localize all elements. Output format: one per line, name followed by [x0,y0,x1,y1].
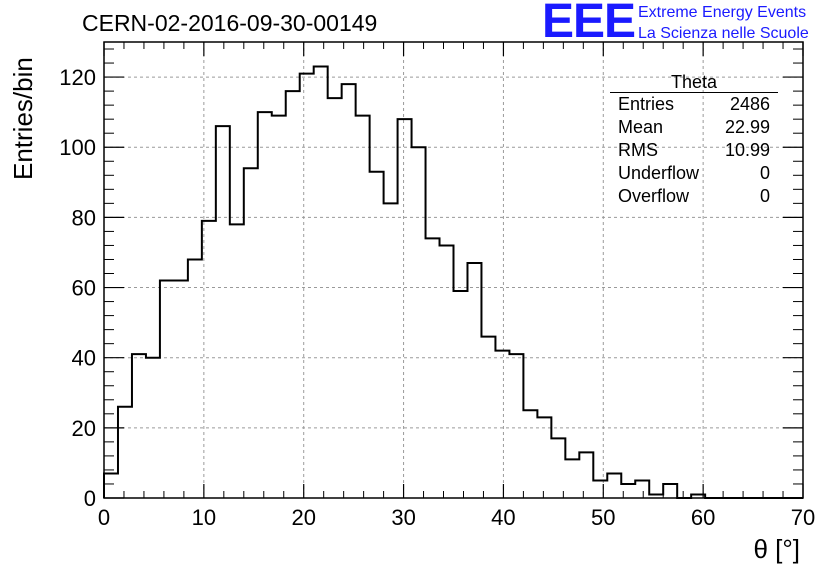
stats-value: 2486 [729,94,770,114]
stats-value: 0 [759,163,770,183]
stats-label: Overflow [618,186,690,206]
y-tick-label: 100 [59,135,96,160]
y-tick-label: 60 [72,276,96,301]
y-tick-label: 0 [84,486,96,511]
plot-frame [103,41,804,499]
x-tick-label: 50 [591,505,615,530]
stats-row: RMS 10.99 [610,139,778,162]
logo-subtitle: La Scienza nelle Scuole [638,25,809,42]
y-tick-label: 120 [59,65,96,90]
stats-label: RMS [618,140,658,160]
y-tick-label: 40 [72,346,96,371]
stats-value: 22.99 [724,117,770,137]
x-tick-label: 70 [791,505,815,530]
grid-lines [104,42,803,498]
stats-label: Entries [618,94,675,114]
stats-row: Underflow 0 [610,162,778,185]
tick-labels: 0 10 20 30 40 50 60 70 0 20 40 60 80 100 120 [59,65,815,530]
x-tick-label: 60 [691,505,715,530]
stats-title: Theta [610,72,778,93]
eee-logo-mark: EEE [542,0,636,48]
y-tick-label: 80 [72,205,96,230]
stats-label: Underflow [618,163,700,183]
y-axis-label: Entries/bin [8,57,38,180]
x-tick-label: 0 [98,505,110,530]
x-tick-label: 20 [291,505,315,530]
stats-value: 10.99 [724,140,770,160]
y-tick-label: 20 [72,416,96,441]
stats-label: Mean [618,117,664,137]
histogram-series [103,65,803,499]
stats-box: Theta Entries 2486 Mean 22.99 RMS 10.99 … [610,72,778,208]
x-tick-label: 30 [391,505,415,530]
stats-value: 0 [759,186,770,206]
x-axis-label: θ [°] [753,534,800,564]
logo-title: Extreme Energy Events [638,4,807,21]
stats-row: Overflow 0 [610,185,778,208]
x-tick-label: 40 [491,505,515,530]
run-title: CERN-02-2016-09-30-00149 [82,10,378,36]
x-tick-label: 10 [192,505,216,530]
stats-row: Mean 22.99 [610,116,778,139]
stats-row: Entries 2486 [610,93,778,116]
